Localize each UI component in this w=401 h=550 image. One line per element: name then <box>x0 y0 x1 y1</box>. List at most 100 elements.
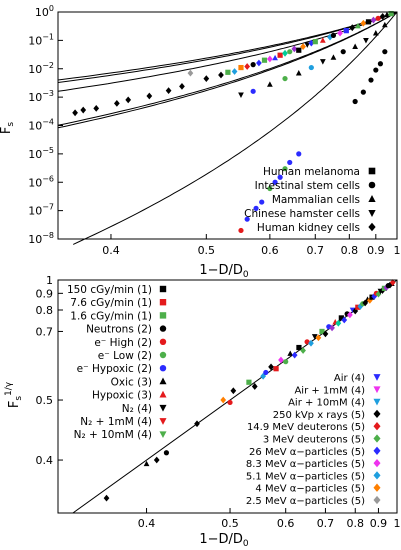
bottom-data-point <box>308 339 314 347</box>
bottom-legend-right-marker <box>373 471 381 480</box>
bottom-legend-right-label: Air + 10mM (4) <box>288 398 365 409</box>
top-data-point <box>259 199 265 205</box>
bottom-data-point <box>251 383 258 390</box>
bottom-y-tick-label: 0.5 <box>36 394 54 407</box>
top-data-point <box>384 11 390 18</box>
bottom-legend-right-label: 2.5 MeV α−particles (5) <box>246 496 365 507</box>
top-data-point <box>277 174 283 180</box>
bottom-legend-left-marker <box>159 377 167 385</box>
top-data-point <box>355 22 361 29</box>
bottom-legend-right-marker <box>373 434 381 443</box>
top-data-point <box>360 89 366 95</box>
top-fit-line <box>57 11 398 129</box>
bottom-data-point <box>283 359 289 365</box>
top-chart: 0.4 0.5 0.6 0.7 0.8 0.9 1 100 10−1 10−2 10−3 10−4 1… <box>0 4 401 280</box>
top-legend-label: Mammalian cells <box>272 194 360 206</box>
top-x-tick-label: 0.8 <box>341 244 359 257</box>
top-legend-label: Chinese hamster cells <box>244 208 360 220</box>
bottom-legend-left-marker <box>159 365 167 372</box>
top-data-point <box>352 43 359 50</box>
top-data-point <box>218 71 224 79</box>
top-data-point <box>244 63 251 70</box>
bottom-data-point <box>338 315 344 321</box>
bottom-legend-right-label: Air (4) <box>334 373 365 384</box>
top-legend-marker <box>368 210 376 217</box>
top-y-tick-label: 10−5 <box>28 146 54 161</box>
bottom-legend-right-label: 8.3 MeV α−particles (5) <box>246 459 365 470</box>
top-fit-line <box>57 11 398 92</box>
bottom-data-point <box>278 356 284 364</box>
top-data-point <box>203 75 210 82</box>
bottom-y-tick-label: 0.8 <box>36 304 54 317</box>
top-y-tick-label: 10−6 <box>28 174 54 189</box>
bottom-legend-left-marker <box>159 351 167 359</box>
bottom-data-point <box>263 369 269 376</box>
bottom-data-point <box>287 350 294 356</box>
bottom-data-point <box>220 396 227 404</box>
top-data-point <box>319 59 326 65</box>
top-legend-marker <box>368 222 376 232</box>
top-data-point <box>80 106 87 114</box>
top-data-point <box>343 28 349 34</box>
top-data-point <box>250 62 256 68</box>
bottom-x-tick-label: 0.8 <box>347 517 365 530</box>
top-data-point <box>340 49 346 55</box>
bottom-data-point <box>273 366 279 372</box>
bottom-x-axis-label: 1−D/D0 <box>199 532 249 549</box>
bottom-data-point <box>311 334 318 340</box>
bottom-legend-right-marker <box>373 422 381 431</box>
bottom-chart: 0.4 0.5 0.6 0.7 0.8 0.9 1 0.40.50.70.80.91 150… <box>4 274 401 549</box>
top-data-point <box>261 57 268 63</box>
bottom-legend-right-marker <box>373 483 381 492</box>
top-x-tick-label: 0.7 <box>307 244 325 257</box>
bottom-legend-left-label: Neutrons (2) <box>86 324 152 336</box>
bottom-legend-right-label: 4 MeV α−particles (5) <box>255 484 365 495</box>
top-data-point <box>295 70 302 76</box>
bottom-y-tick-label: 0.9 <box>36 287 54 300</box>
bottom-x-tick-label: 0.5 <box>221 517 239 530</box>
top-legend-marker <box>368 167 376 175</box>
bottom-legend-left-marker <box>159 431 167 439</box>
bottom-legend-right-label: 14.9 MeV deuterons (5) <box>247 422 365 433</box>
bottom-data-point <box>230 387 237 395</box>
top-data-point <box>312 39 318 45</box>
top-data-point <box>93 105 100 112</box>
bottom-data-point <box>319 328 325 335</box>
top-x-axis-label: 1−D/D0 <box>199 263 249 280</box>
bottom-x-tick-label: 0.9 <box>370 517 388 530</box>
top-data-point <box>253 205 259 211</box>
bottom-data-point <box>383 284 390 292</box>
bottom-legend-left-label: Oxic (3) <box>111 376 152 388</box>
top-data-point <box>267 81 273 87</box>
top-data-point <box>308 39 315 47</box>
bottom-legend-right-label: 250 kVp x rays (5) <box>273 410 365 421</box>
bottom-legend-right-label: 26 MeV α−particles (5) <box>249 447 365 458</box>
bottom-legend-left-label: 7.6 cGy/min (1) <box>70 297 152 309</box>
top-y-tick-label: 10−3 <box>28 89 54 104</box>
top-data-point <box>377 61 384 67</box>
bottom-data-point <box>347 311 353 319</box>
bottom-legend-right-marker <box>373 409 381 419</box>
top-data-point <box>165 87 172 94</box>
bottom-legend-right-label: 3 MeV deuterons (5) <box>263 435 365 446</box>
bottom-legend-left-marker <box>159 299 167 306</box>
top-data-point <box>373 67 379 73</box>
bottom-y-tick-label: 1 <box>46 274 53 287</box>
bottom-legend-right-marker <box>373 386 381 394</box>
top-data-point <box>267 185 273 192</box>
bottom-legend-right-marker <box>373 374 381 381</box>
bottom-legend-left-marker <box>159 390 167 398</box>
top-y-tick-label: 10−7 <box>28 203 54 218</box>
bottom-data-point <box>163 450 170 456</box>
top-y-tick-label: 10−1 <box>28 32 54 47</box>
top-data-point <box>238 227 244 234</box>
bottom-legend-left-label: N₂ + 10mM (4) <box>74 429 152 441</box>
top-data-point <box>319 37 326 43</box>
top-data-point <box>238 92 244 98</box>
top-data-point <box>379 13 386 20</box>
top-x-tick-label: 0.4 <box>102 244 120 257</box>
top-data-point <box>267 55 273 63</box>
top-data-point <box>256 59 262 67</box>
bottom-legend-left-marker <box>159 418 167 425</box>
